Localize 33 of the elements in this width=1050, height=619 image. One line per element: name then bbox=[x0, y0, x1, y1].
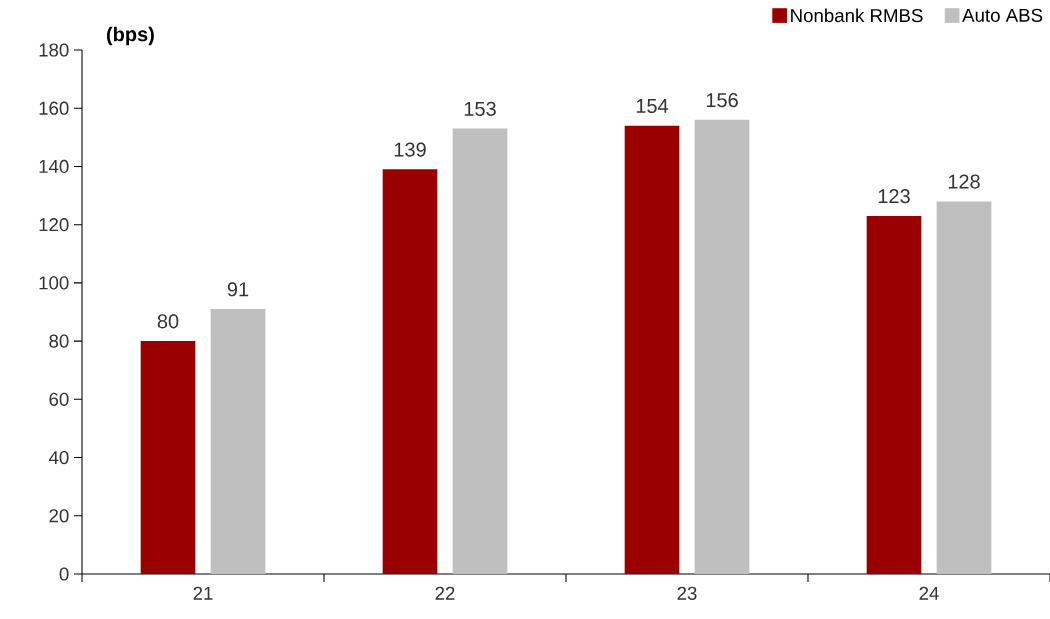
data-label: 139 bbox=[394, 142, 426, 157]
data-label: 156 bbox=[706, 92, 738, 108]
y-tick-label: 40 bbox=[48, 450, 69, 465]
x-tick-label: 21 bbox=[193, 586, 213, 600]
x-tick-label: 24 bbox=[919, 586, 939, 600]
data-label: 154 bbox=[636, 99, 669, 113]
y-tick-label: 140 bbox=[39, 159, 69, 174]
data-label: 128 bbox=[948, 174, 980, 189]
bar bbox=[140, 341, 196, 574]
bar bbox=[694, 119, 750, 574]
y-axis-title: (bps) bbox=[106, 26, 154, 46]
data-label: 153 bbox=[464, 101, 496, 116]
y-tick-label: 0 bbox=[59, 567, 69, 581]
bar bbox=[624, 125, 680, 574]
bar bbox=[866, 215, 922, 574]
data-label: 91 bbox=[227, 282, 249, 297]
legend-label: Nonbank RMBS bbox=[791, 8, 923, 23]
y-tick-label: 80 bbox=[49, 334, 69, 348]
y-tick-label: 60 bbox=[49, 392, 69, 406]
x-tick-label: 22 bbox=[435, 586, 455, 600]
bar bbox=[382, 169, 438, 574]
y-tick-label: 120 bbox=[39, 218, 69, 232]
legend-label: Auto ABS bbox=[962, 8, 1043, 22]
y-tick-label: 100 bbox=[39, 276, 69, 290]
bar bbox=[210, 309, 266, 574]
data-label: 123 bbox=[878, 189, 910, 204]
y-tick-label: 160 bbox=[39, 101, 69, 115]
bar bbox=[936, 201, 992, 574]
y-tick-label: 180 bbox=[39, 43, 69, 57]
bar bbox=[452, 128, 508, 574]
y-tick-label: 20 bbox=[49, 509, 69, 523]
x-tick-label: 23 bbox=[677, 586, 697, 600]
data-label: 80 bbox=[157, 314, 179, 329]
